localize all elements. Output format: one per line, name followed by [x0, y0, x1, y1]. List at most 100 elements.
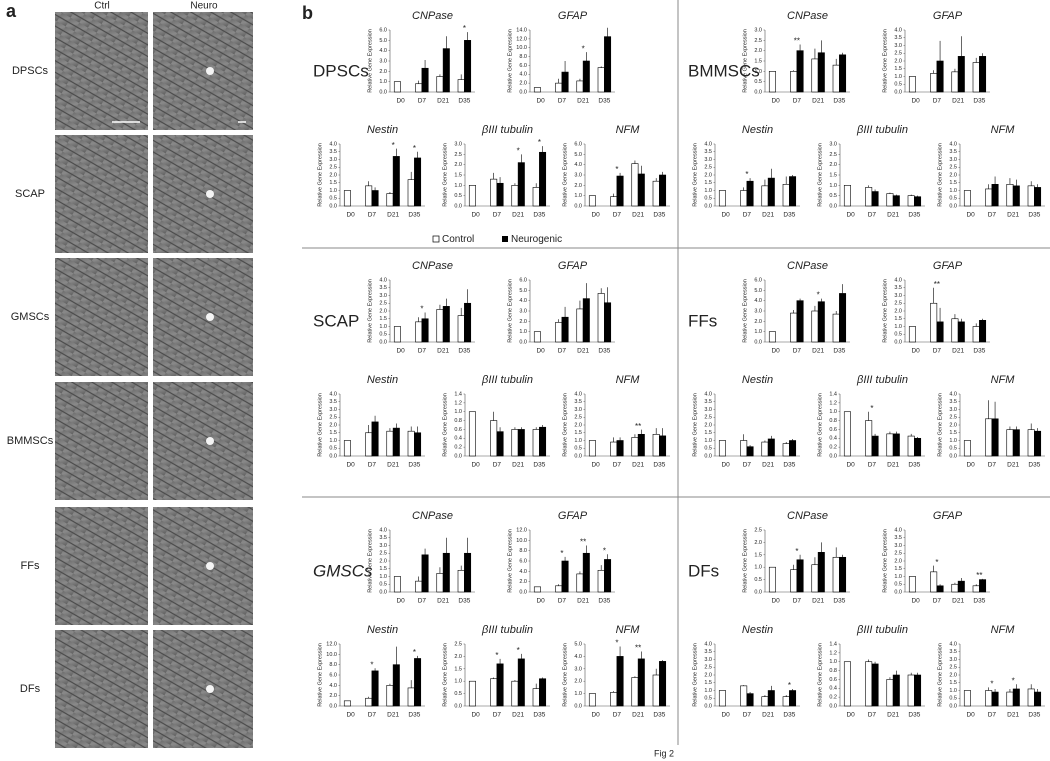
chart-title: NFM: [616, 124, 641, 136]
x-tick-label: D0: [396, 598, 405, 605]
y-tick-label: 1.5: [704, 180, 712, 186]
x-tick-label: D35: [908, 712, 920, 719]
x-tick-label: D7: [558, 598, 567, 605]
y-tick-label: 4.0: [574, 162, 582, 168]
y-tick-label: 0.0: [379, 89, 387, 95]
bar: [496, 431, 504, 457]
y-tick-label: 2.0: [704, 172, 712, 178]
significance: **: [580, 538, 586, 547]
y-tick-label: 2.0: [949, 172, 957, 178]
bar: [796, 559, 804, 593]
bar: [604, 302, 612, 343]
significance: *: [463, 24, 466, 33]
y-tick-label: 1.0: [454, 183, 462, 189]
bar: [468, 680, 476, 707]
bar: [421, 67, 429, 93]
significance: *: [560, 549, 563, 558]
x-tick-label: D21: [632, 462, 644, 469]
y-tick-label: 4.0: [949, 391, 957, 397]
micrograph: [55, 507, 148, 625]
x-tick-label: D0: [721, 462, 730, 469]
significance: *: [935, 558, 938, 567]
y-tick-label: 0.2: [829, 695, 837, 701]
row-label: SCAP: [15, 188, 45, 200]
x-tick-label: D7: [368, 462, 377, 469]
bar: [610, 692, 618, 707]
y-tick-label: 2.0: [519, 81, 527, 87]
y-tick-label: 4.0: [754, 298, 762, 304]
y-tick-label: 8.0: [519, 54, 527, 60]
significance: **: [635, 422, 641, 431]
y-tick-label: 1.5: [329, 430, 337, 436]
significance: *: [582, 44, 585, 53]
y-tick-label: 0.5: [894, 332, 902, 338]
chart-title: βIII tubulin: [481, 374, 533, 386]
y-tick-label: 1.2: [829, 650, 837, 656]
y-tick-label: 0.0: [379, 589, 387, 595]
chart-title: Nestin: [742, 624, 773, 636]
bar: [761, 696, 769, 707]
y-tick-label: 0.5: [704, 696, 712, 702]
bar: [865, 661, 873, 707]
y-tick-label: 4.0: [949, 141, 957, 147]
bar: [740, 685, 748, 707]
y-axis-label: Relative Gene Expression: [692, 143, 698, 207]
y-tick-label: 3.0: [894, 43, 902, 49]
y-tick-label: 5.0: [574, 152, 582, 158]
bar: [843, 185, 851, 207]
y-tick-label: 2.0: [329, 693, 337, 699]
bar: [991, 184, 999, 207]
bar: [532, 688, 540, 707]
y-axis-label: Relative Gene Expression: [937, 643, 943, 707]
y-tick-label: 2.0: [894, 308, 902, 314]
bar: [811, 310, 819, 343]
bar: [789, 176, 797, 207]
significance: *: [413, 144, 416, 153]
x-tick-label: D21: [762, 212, 774, 219]
x-tick-label: D21: [812, 98, 824, 105]
y-tick-label: 1.0: [949, 188, 957, 194]
y-axis-label: Relative Gene Expression: [817, 643, 823, 707]
y-tick-label: 1.5: [829, 172, 837, 178]
significance: *: [795, 547, 798, 556]
bar: [392, 664, 400, 707]
chart-title: βIII tubulin: [856, 624, 908, 636]
x-tick-label: D7: [743, 212, 752, 219]
y-axis-label: Relative Gene Expression: [317, 643, 323, 707]
y-tick-label: 0.0: [519, 89, 527, 95]
legend-swatch: [432, 235, 440, 243]
y-axis-label: Relative Gene Expression: [442, 143, 448, 207]
bar: [832, 556, 840, 593]
group-label: SCAP: [313, 311, 359, 330]
bar: [832, 313, 840, 343]
y-tick-label: 3.5: [329, 399, 337, 405]
bar: [957, 580, 965, 593]
y-tick-label: 2.5: [454, 641, 462, 647]
y-tick-label: 5.0: [574, 641, 582, 647]
bar: [597, 67, 605, 93]
significance: *: [615, 639, 618, 648]
x-tick-label: D35: [908, 462, 920, 469]
y-tick-label: 1.5: [894, 566, 902, 572]
y-axis-label: Relative Gene Expression: [367, 529, 373, 593]
y-tick-label: 1.0: [329, 438, 337, 444]
y-tick-label: 2.0: [754, 540, 762, 546]
group-label: GMSCs: [313, 561, 373, 580]
bar: [457, 79, 465, 93]
x-tick-label: D35: [783, 712, 795, 719]
bar: [790, 312, 798, 343]
y-tick-label: 1.5: [949, 430, 957, 436]
y-tick-label: 1.0: [894, 74, 902, 80]
y-tick-label: 3.0: [949, 407, 957, 413]
bar: [365, 185, 373, 207]
x-tick-label: D35: [533, 712, 545, 719]
micrograph: [153, 630, 253, 748]
bar: [496, 663, 504, 707]
x-tick-label: D0: [471, 462, 480, 469]
y-axis-label: Relative Gene Expression: [507, 279, 513, 343]
y-tick-label: 3.5: [379, 535, 387, 541]
bar: [892, 674, 900, 707]
chart-title: GFAP: [933, 260, 963, 272]
